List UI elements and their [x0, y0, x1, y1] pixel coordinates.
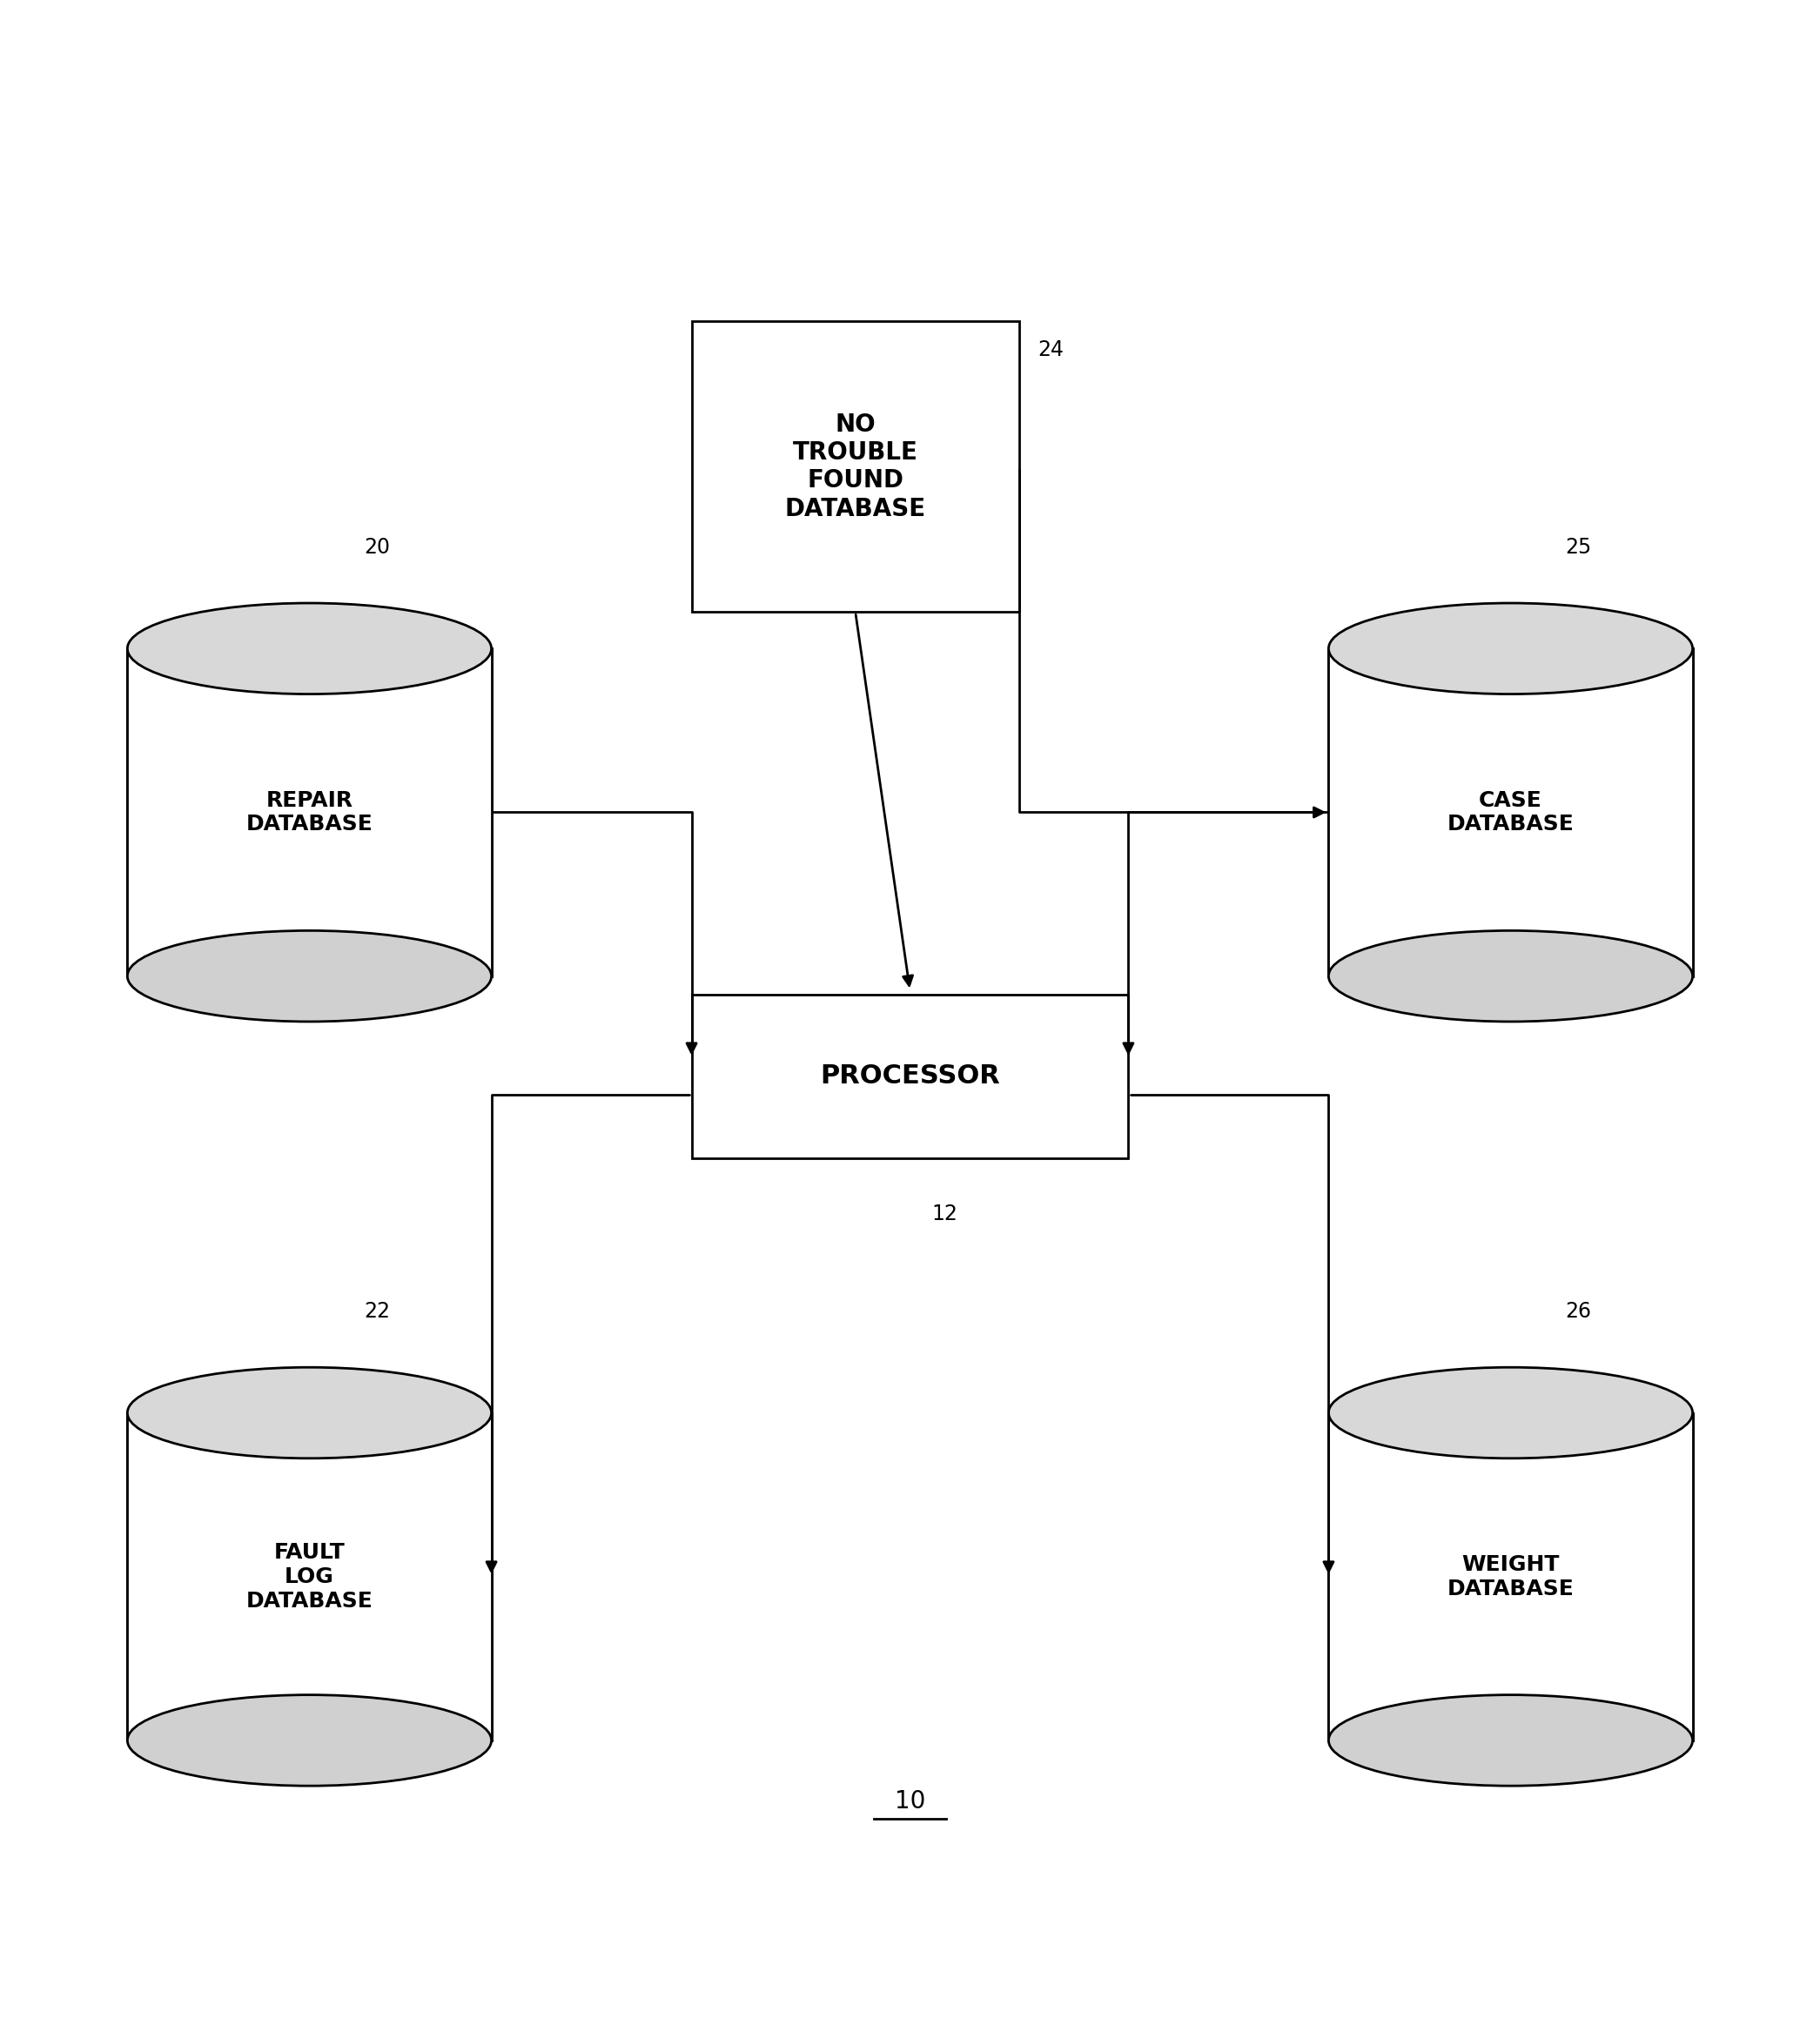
- Polygon shape: [1329, 648, 1693, 976]
- Text: CASE
DATABASE: CASE DATABASE: [1447, 790, 1574, 834]
- Text: 12: 12: [932, 1203, 957, 1225]
- Ellipse shape: [1329, 932, 1693, 1021]
- Text: WEIGHT
DATABASE: WEIGHT DATABASE: [1447, 1553, 1574, 1600]
- Polygon shape: [1329, 1413, 1693, 1739]
- Text: 22: 22: [364, 1300, 389, 1322]
- Polygon shape: [1329, 648, 1693, 976]
- Text: 26: 26: [1565, 1300, 1591, 1322]
- Ellipse shape: [1329, 1695, 1693, 1786]
- Ellipse shape: [127, 603, 491, 695]
- FancyBboxPatch shape: [692, 994, 1128, 1158]
- Text: 20: 20: [364, 537, 389, 557]
- Text: REPAIR
DATABASE: REPAIR DATABASE: [246, 790, 373, 834]
- Polygon shape: [1329, 1413, 1693, 1739]
- Polygon shape: [127, 648, 491, 976]
- Ellipse shape: [127, 1367, 491, 1458]
- Text: 24: 24: [1037, 340, 1063, 360]
- FancyBboxPatch shape: [692, 322, 1019, 612]
- Text: 10: 10: [895, 1788, 925, 1812]
- Text: FAULT
LOG
DATABASE: FAULT LOG DATABASE: [246, 1541, 373, 1612]
- Ellipse shape: [127, 1695, 491, 1786]
- Ellipse shape: [1329, 1367, 1693, 1458]
- Text: PROCESSOR: PROCESSOR: [821, 1063, 999, 1089]
- Polygon shape: [127, 1413, 491, 1739]
- Text: 25: 25: [1565, 537, 1591, 557]
- Polygon shape: [127, 1413, 491, 1739]
- Ellipse shape: [1329, 603, 1693, 695]
- Ellipse shape: [127, 932, 491, 1021]
- Polygon shape: [127, 648, 491, 976]
- Text: NO
TROUBLE
FOUND
DATABASE: NO TROUBLE FOUND DATABASE: [784, 413, 926, 520]
